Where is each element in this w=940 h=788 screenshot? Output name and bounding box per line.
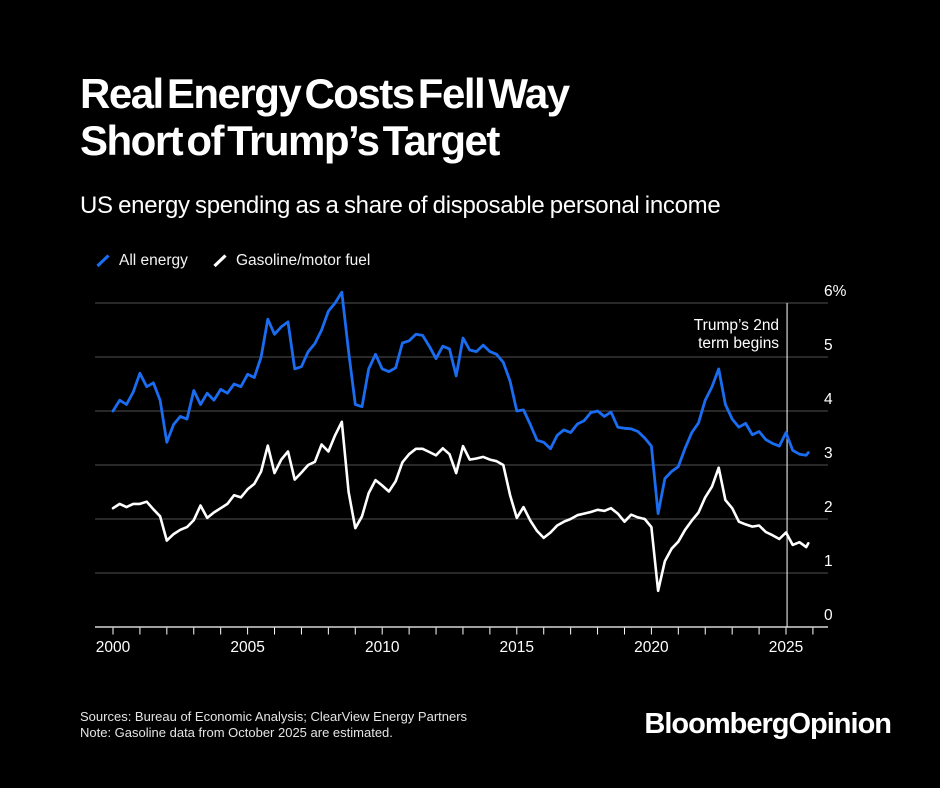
x-tick-label: 2020 bbox=[634, 639, 669, 656]
gridlines bbox=[95, 302, 828, 574]
y-tick-label: 1 bbox=[824, 553, 833, 570]
source-note: Sources: Bureau of Economic Analysis; Cl… bbox=[80, 709, 467, 740]
x-axis: 2000 2005 2010 2015 2020 2025 bbox=[95, 626, 828, 656]
y-tick-label: 0 bbox=[824, 607, 833, 624]
legend-item-all-energy: All energy bbox=[95, 252, 188, 270]
x-tick-label: 2025 bbox=[769, 639, 803, 656]
series-all-energy-line bbox=[111, 290, 810, 515]
x-tick-label: 2005 bbox=[230, 639, 264, 656]
y-tick-label: 5 bbox=[824, 337, 833, 354]
annotation-trump-term: Trump’s 2nd term begins bbox=[694, 317, 780, 352]
bloomberg-opinion-logo: BloombergOpinion bbox=[644, 708, 892, 740]
x-tick-label: 2015 bbox=[500, 639, 534, 656]
y-tick-label: 4 bbox=[824, 391, 833, 408]
y-axis-labels: 6% 5 4 3 2 1 0 bbox=[824, 283, 847, 624]
title-line-2: Short of Trump’s Target bbox=[80, 117, 500, 165]
y-tick-label: 2 bbox=[824, 499, 833, 516]
line-swatch-white-icon bbox=[213, 254, 227, 268]
note-line: Note: Gasoline data from October 2025 ar… bbox=[80, 724, 393, 740]
legend-label-all-energy: All energy bbox=[119, 252, 188, 269]
sources-line: Sources: Bureau of Economic Analysis; Cl… bbox=[80, 709, 468, 724]
legend-label-gasoline: Gasoline/motor fuel bbox=[235, 252, 371, 269]
energy-share-line-chart: 2000 2005 2010 2015 2020 2025 6% 5 4 3 2 1 0 Trump’s … bbox=[95, 283, 847, 656]
line-swatch-blue-icon bbox=[96, 254, 110, 268]
y-tick-label: 3 bbox=[824, 445, 833, 462]
chart-legend: All energy Gasoline/motor fuel bbox=[95, 250, 370, 272]
legend-item-gasoline: Gasoline/motor fuel bbox=[212, 252, 370, 270]
chart-subtitle: US energy spending as a share of disposa… bbox=[80, 192, 721, 219]
x-tick-label: 2000 bbox=[96, 639, 131, 656]
page-title: Real Energy Costs Fell Way Short of Trum… bbox=[80, 70, 570, 165]
title-line-1: Real Energy Costs Fell Way bbox=[80, 70, 570, 117]
y-tick-label: 6% bbox=[824, 283, 847, 300]
x-tick-label: 2010 bbox=[365, 639, 400, 656]
series-gasoline-line bbox=[111, 420, 810, 593]
